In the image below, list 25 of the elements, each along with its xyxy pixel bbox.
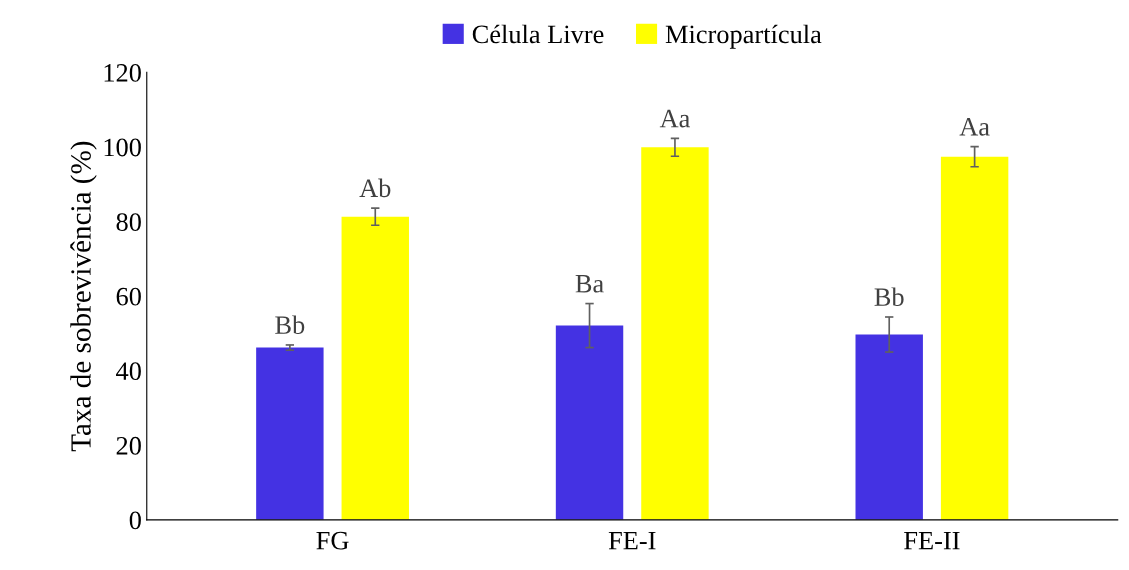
legend-label: Célula Livre [472, 24, 604, 44]
x-tick-label: FE-II [904, 531, 960, 550]
data-label: Aa [659, 109, 690, 128]
x-tick-label: FG [316, 531, 349, 550]
data-label: Ab [359, 178, 391, 198]
y-tick-label: 100 [104, 138, 141, 157]
y-tick-label: 60 [116, 287, 141, 306]
y-axis-title: Taxa de sobrevivência (%) [70, 141, 97, 452]
y-tick-label: 0 [129, 511, 141, 530]
data-label: Bb [275, 315, 305, 335]
bar [341, 216, 409, 520]
data-label: Ba [575, 275, 604, 293]
x-tick-label: FE-I [608, 531, 656, 550]
y-tick-label: 40 [116, 362, 141, 381]
y-tick-label: 80 [116, 213, 141, 231]
legend-label: Micropartícula [665, 24, 822, 49]
bar [855, 334, 923, 520]
bar [555, 325, 624, 520]
y-tick-label: 120 [104, 64, 141, 82]
bar [641, 147, 709, 520]
y-tick-label: 20 [116, 436, 141, 455]
bar [940, 156, 1009, 520]
bar [256, 347, 324, 520]
data-label: Bb [874, 287, 904, 307]
data-label: Aa [959, 117, 990, 136]
